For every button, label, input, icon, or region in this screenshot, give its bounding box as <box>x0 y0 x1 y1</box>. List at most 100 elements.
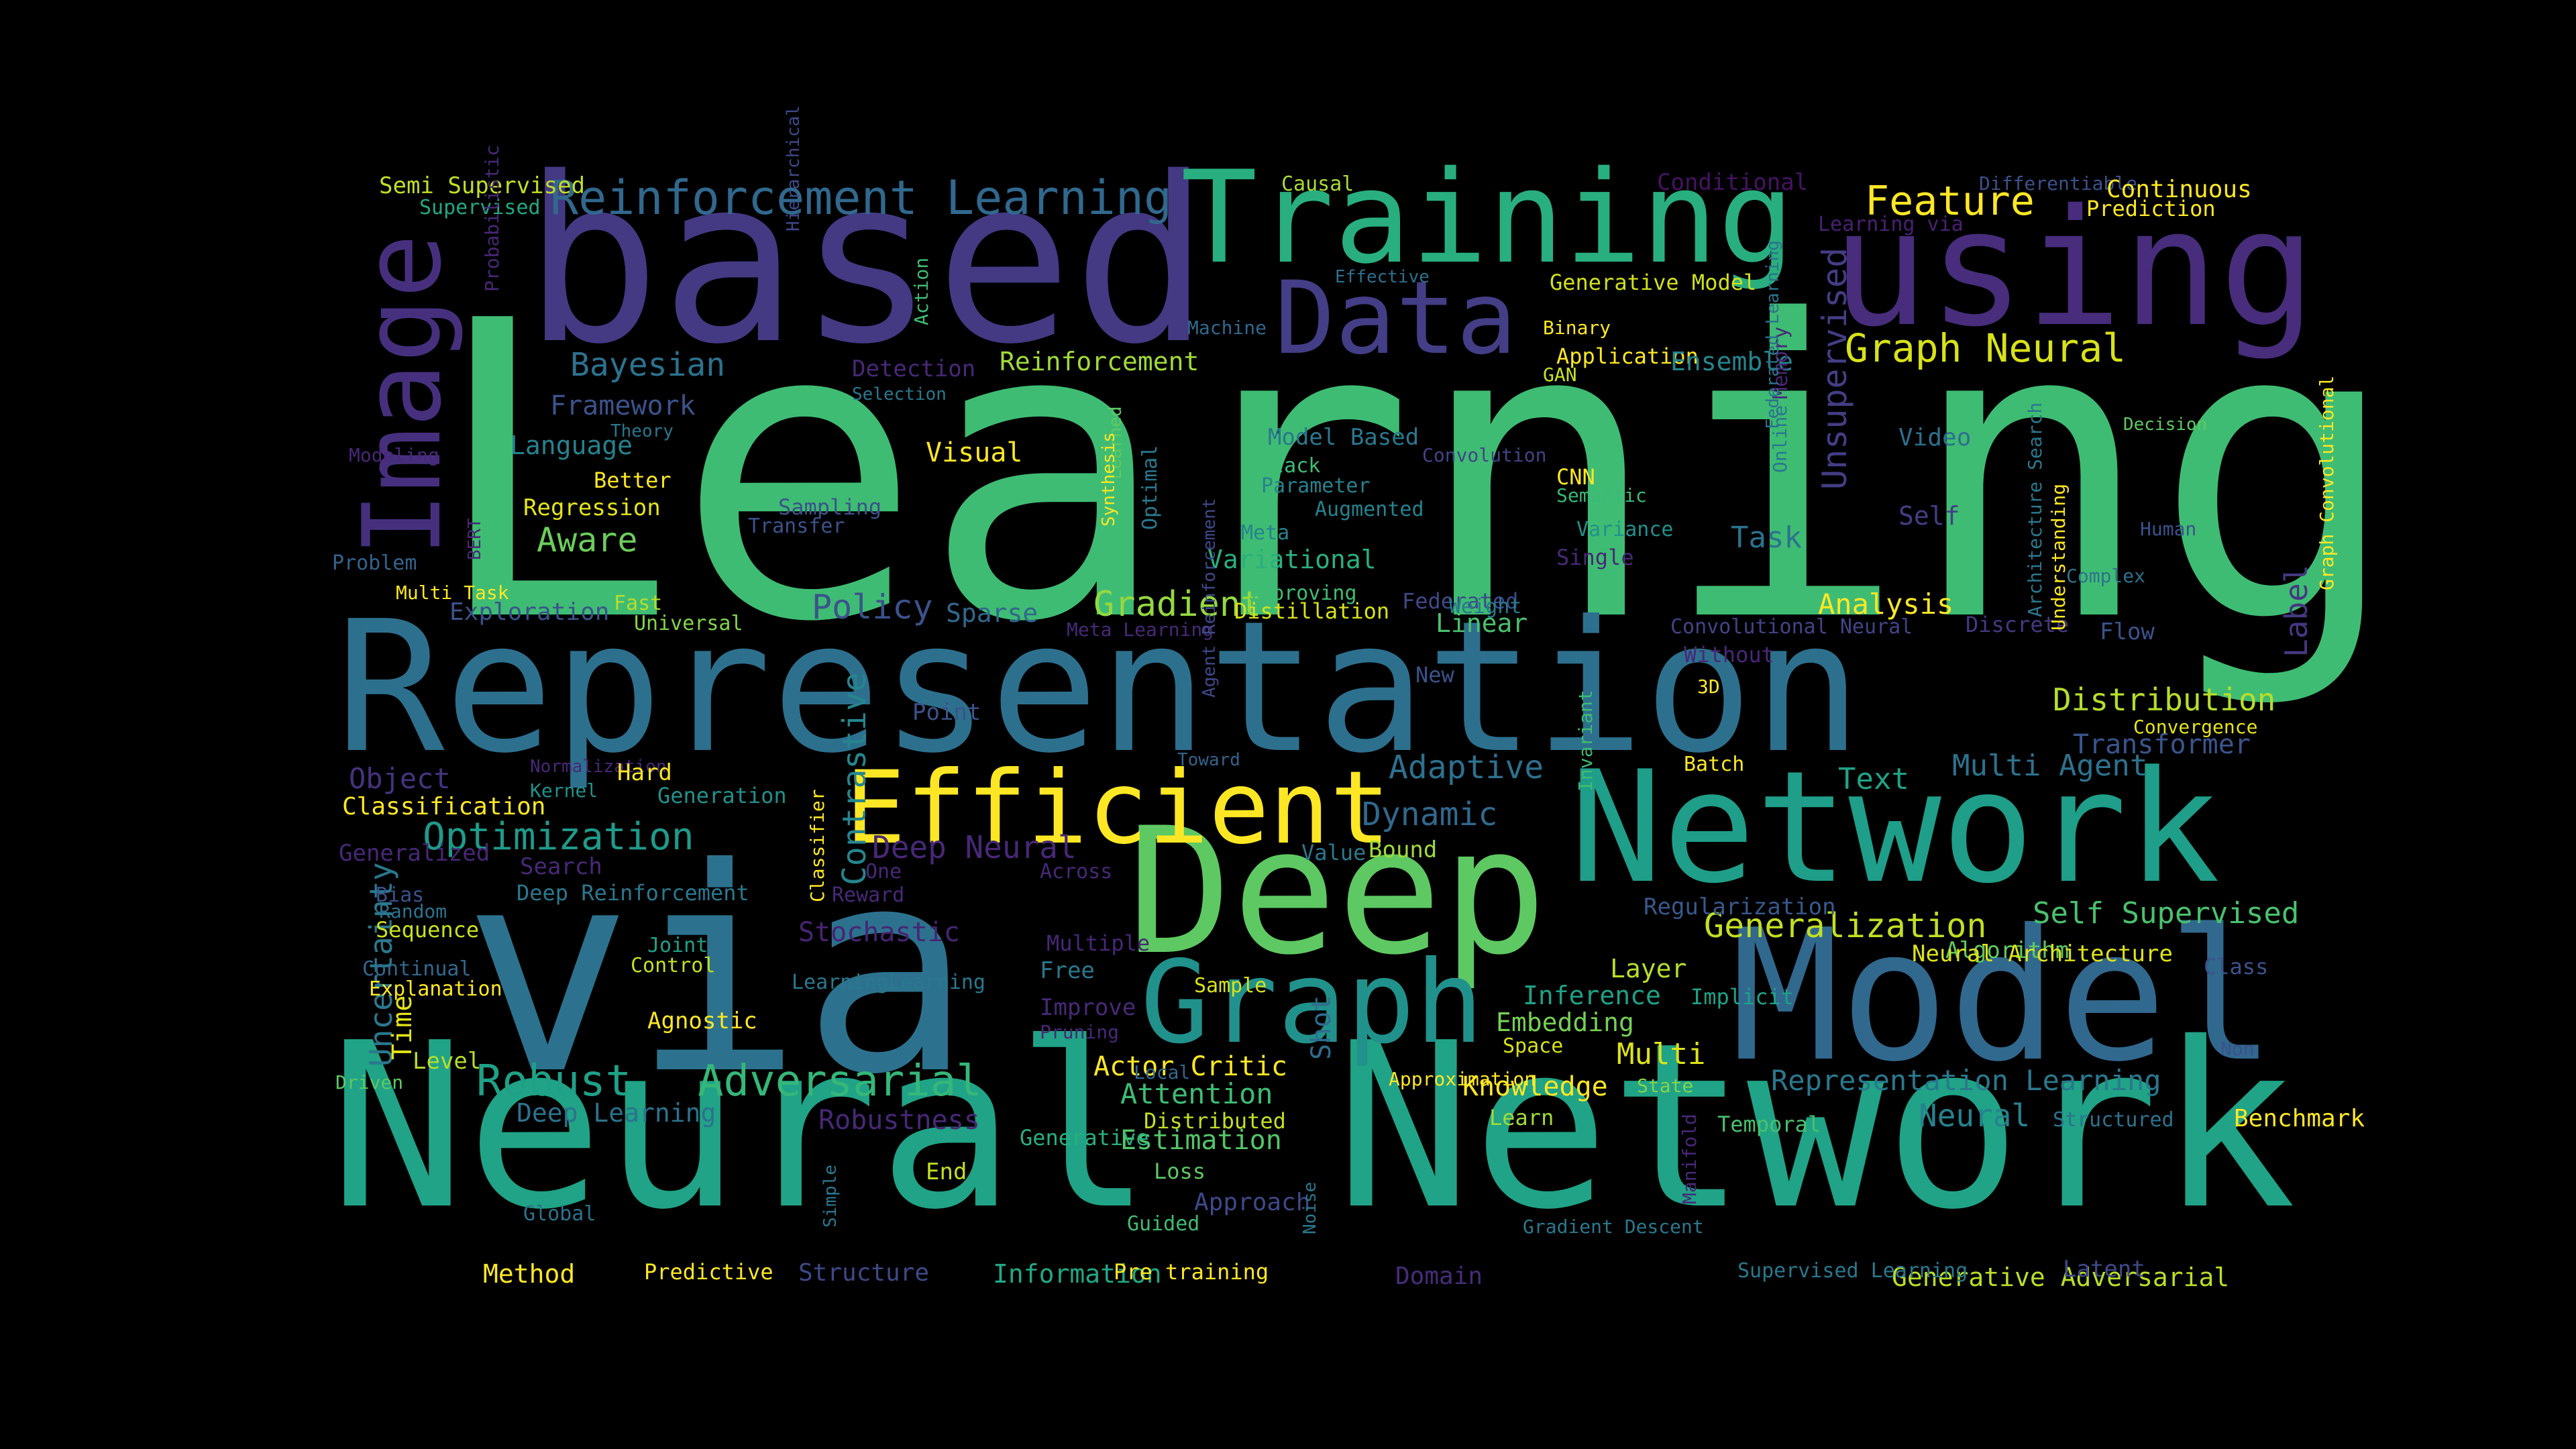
cloud-word: Meta <box>1241 521 1290 545</box>
cloud-word: Deep Neural <box>872 829 1077 865</box>
cloud-word: Multi Agent <box>1952 749 2148 783</box>
cloud-word: Meta Learning <box>1067 619 1214 641</box>
cloud-word: Discrete <box>1966 612 2070 637</box>
cloud-word: Non <box>2220 1038 2255 1060</box>
cloud-word: Learning via <box>1818 213 1964 236</box>
cloud-word: Improve <box>1040 994 1136 1021</box>
cloud-word: Benchmark <box>2234 1105 2365 1132</box>
cloud-word: Effective <box>1335 267 1430 287</box>
cloud-word: Framework <box>550 390 696 421</box>
cloud-word: Structured <box>2053 1108 2174 1132</box>
cloud-word: Problem <box>332 551 417 575</box>
cloud-word: Actor Critic <box>1093 1051 1287 1082</box>
cloud-word: Linear <box>1436 608 1528 638</box>
cloud-word: Decision <box>2123 415 2208 435</box>
cloud-word: Convolution <box>1422 444 1547 466</box>
cloud-word: Sparse <box>946 598 1038 628</box>
cloud-word: State <box>1637 1075 1694 1097</box>
cloud-word: Improving <box>1248 582 1357 605</box>
cloud-word: Synthesis <box>1099 432 1119 527</box>
cloud-word: Reinforcement Learning <box>550 170 1173 225</box>
cloud-word: Multi <box>1617 1037 1706 1071</box>
cloud-word: Hard <box>617 759 672 786</box>
cloud-word: Sample <box>1194 974 1267 998</box>
cloud-word: Explanation <box>369 977 502 1001</box>
cloud-word: Layer <box>1610 954 1687 983</box>
cloud-word: Estimation <box>1120 1125 1282 1156</box>
cloud-word: Learn <box>1489 1105 1554 1130</box>
cloud-word: Agent Reinforcement <box>1199 498 1220 698</box>
cloud-word: Generative Model <box>1550 270 1757 295</box>
cloud-word: Distributed <box>1144 1108 1286 1134</box>
cloud-word: Value <box>1301 840 1366 865</box>
cloud-word: CNN <box>1556 464 1595 490</box>
cloud-word: Detection <box>852 356 976 382</box>
cloud-word: One <box>865 860 902 883</box>
cloud-word: Classification <box>342 793 546 820</box>
cloud-word: Implicit <box>1690 984 1794 1010</box>
cloud-word: Without <box>1684 642 1774 667</box>
cloud-word: Dynamic <box>1362 796 1498 833</box>
cloud-word: Augmented <box>1315 498 1424 521</box>
cloud-word: Free <box>1040 957 1095 984</box>
cloud-word: based <box>523 129 1210 394</box>
cloud-word: Understanding <box>2047 483 2070 631</box>
cloud-word: Sequence <box>376 917 480 943</box>
cloud-word: Feature <box>1865 178 2035 225</box>
cloud-word: Transformer <box>2073 729 2251 760</box>
cloud-word: Aware <box>537 521 638 559</box>
cloud-word: Analysis <box>1818 588 1954 621</box>
cloud-word: Model Based <box>1268 424 1419 451</box>
cloud-word: Predictive <box>644 1259 773 1285</box>
cloud-word: Complex <box>2066 565 2146 587</box>
cloud-word: Ensemble <box>1670 347 1794 376</box>
cloud-word: Weight <box>1449 595 1522 619</box>
cloud-word: Learning <box>429 235 2401 711</box>
cloud-word: Latent <box>2063 1256 2145 1283</box>
cloud-word: Graph Neural <box>1845 325 2127 371</box>
cloud-word: Control <box>631 954 716 977</box>
cloud-word: Shot <box>1306 995 1337 1060</box>
cloud-word: Machine <box>1187 317 1267 339</box>
cloud-word: Conditional <box>1657 169 1809 196</box>
cloud-word: Network <box>1335 994 2296 1260</box>
cloud-word: Generalized <box>339 840 490 867</box>
cloud-word: Variance <box>1576 518 1674 541</box>
cloud-word: End <box>926 1159 967 1185</box>
cloud-word: Federated <box>1402 588 1519 614</box>
cloud-word: Language <box>510 431 633 460</box>
cloud-word: Approach <box>1194 1189 1311 1216</box>
cloud-word: Data <box>1275 260 1517 377</box>
cloud-word: Deep Reinforcement <box>517 880 749 906</box>
cloud-word: Application <box>1556 343 1699 369</box>
cloud-word: Contrastive <box>836 672 873 885</box>
cloud-word: Across <box>1040 860 1113 883</box>
cloud-word: Batch <box>1684 753 1745 776</box>
cloud-word: Differentiable <box>1979 172 2138 195</box>
cloud-word: Adaptive <box>1389 749 1544 786</box>
cloud-word: Convolutional Neural <box>1670 615 1913 639</box>
cloud-word: Architecture Search <box>2024 402 2046 617</box>
cloud-word: Structure <box>798 1259 930 1287</box>
cloud-word: Classifier <box>806 789 828 902</box>
cloud-word: LearningLearning <box>792 971 985 994</box>
cloud-word: Point <box>912 699 981 726</box>
cloud-word: Embedding <box>1496 1008 1634 1037</box>
cloud-word: Gradient Descent <box>1523 1216 1704 1238</box>
cloud-word: Temporal <box>1717 1112 1821 1137</box>
cloud-word: Graph Convolutional <box>2316 375 2338 590</box>
cloud-word: Joint <box>647 934 708 957</box>
cloud-word: Reinforcement <box>1000 347 1199 376</box>
cloud-word: Reward <box>832 883 905 907</box>
cloud-word: Text <box>1838 762 1909 796</box>
cloud-word: Probabilistic <box>481 144 503 292</box>
cloud-word: Representation <box>335 582 1862 793</box>
cloud-word: Better <box>594 468 672 493</box>
cloud-word: Driven <box>335 1071 404 1093</box>
cloud-word: Toward <box>1177 750 1240 770</box>
cloud-word: Graph <box>1140 936 1484 1069</box>
cloud-word: Loss <box>1154 1159 1206 1184</box>
cloud-word: Universal <box>634 612 743 635</box>
cloud-word: Transfer <box>748 515 845 538</box>
